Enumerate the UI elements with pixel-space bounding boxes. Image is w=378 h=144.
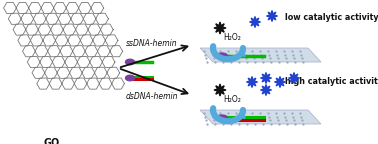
Polygon shape <box>214 22 226 34</box>
Polygon shape <box>274 76 285 88</box>
Text: low catalytic activity: low catalytic activity <box>285 14 378 22</box>
Text: high catalytic activity: high catalytic activity <box>285 77 378 87</box>
Polygon shape <box>214 84 226 96</box>
Polygon shape <box>266 11 277 21</box>
Text: ssDNA-hemin: ssDNA-hemin <box>126 39 178 48</box>
Text: GO: GO <box>44 138 60 144</box>
Text: H₂O₂: H₂O₂ <box>223 95 241 105</box>
Polygon shape <box>260 72 271 84</box>
Polygon shape <box>200 48 321 62</box>
Polygon shape <box>249 17 260 28</box>
Ellipse shape <box>217 53 228 59</box>
Ellipse shape <box>125 75 135 81</box>
Ellipse shape <box>125 59 135 65</box>
Polygon shape <box>200 110 321 124</box>
Text: dsDNA-hemin: dsDNA-hemin <box>126 92 178 101</box>
Polygon shape <box>288 72 299 84</box>
Polygon shape <box>246 76 257 88</box>
Text: H₂O₂: H₂O₂ <box>223 34 241 42</box>
Polygon shape <box>260 85 271 95</box>
Ellipse shape <box>217 115 228 121</box>
